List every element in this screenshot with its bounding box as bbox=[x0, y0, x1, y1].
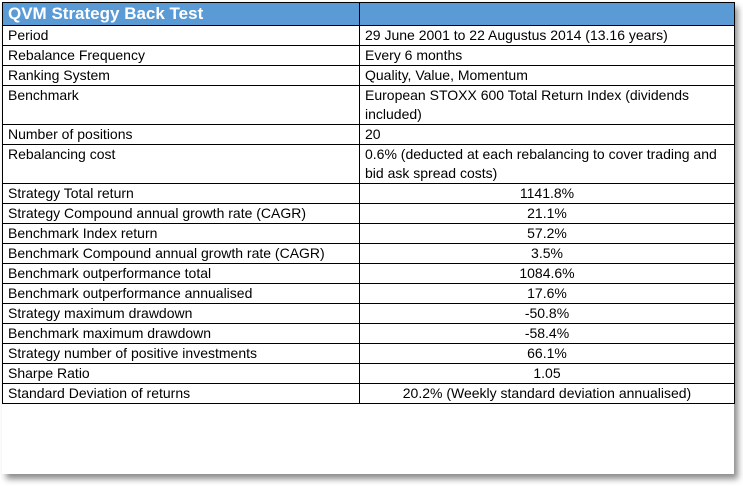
backtest-table-frame: QVM Strategy Back Test Period 29 June 20… bbox=[2, 2, 735, 474]
row-value: Every 6 months bbox=[359, 45, 735, 66]
row-label: Strategy Total return bbox=[2, 183, 360, 204]
row-value: 20 bbox=[359, 124, 735, 145]
table-row: Standard Deviation of returns 20.2% (Wee… bbox=[2, 383, 735, 404]
table-row: Strategy maximum drawdown -50.8% bbox=[2, 303, 735, 324]
table-row: Rebalancing cost 0.6% (deducted at each … bbox=[2, 144, 735, 184]
table-row: Benchmark maximum drawdown -58.4% bbox=[2, 323, 735, 344]
backtest-table: QVM Strategy Back Test Period 29 June 20… bbox=[2, 2, 735, 404]
row-value: 1.05 bbox=[359, 363, 735, 384]
row-label: Benchmark maximum drawdown bbox=[2, 323, 360, 344]
row-label: Benchmark outperformance total bbox=[2, 263, 360, 284]
table-header-row: QVM Strategy Back Test bbox=[2, 2, 735, 26]
table-row: Benchmark outperformance total 1084.6% bbox=[2, 263, 735, 284]
row-value: 29 June 2001 to 22 Augustus 2014 (13.16 … bbox=[359, 25, 735, 46]
table-title: QVM Strategy Back Test bbox=[2, 2, 360, 26]
row-value: 3.5% bbox=[359, 243, 735, 264]
row-label: Strategy maximum drawdown bbox=[2, 303, 360, 324]
table-row: Benchmark European STOXX 600 Total Retur… bbox=[2, 85, 735, 125]
row-label: Benchmark Compound annual growth rate (C… bbox=[2, 243, 360, 264]
row-label: Standard Deviation of returns bbox=[2, 383, 360, 404]
table-row: Period 29 June 2001 to 22 Augustus 2014 … bbox=[2, 25, 735, 46]
row-value: 57.2% bbox=[359, 223, 735, 244]
row-label: Strategy Compound annual growth rate (CA… bbox=[2, 203, 360, 224]
row-label: Rebalance Frequency bbox=[2, 45, 360, 66]
table-header-empty bbox=[359, 2, 735, 26]
row-value: 20.2% (Weekly standard deviation annuali… bbox=[359, 383, 735, 404]
row-label: Benchmark bbox=[2, 85, 360, 125]
row-label: Benchmark Index return bbox=[2, 223, 360, 244]
table-row: Benchmark Index return 57.2% bbox=[2, 223, 735, 244]
row-label: Rebalancing cost bbox=[2, 144, 360, 184]
row-label: Period bbox=[2, 25, 360, 46]
row-value: 1141.8% bbox=[359, 183, 735, 204]
table-row: Strategy Total return 1141.8% bbox=[2, 183, 735, 204]
row-value: 0.6% (deducted at each rebalancing to co… bbox=[359, 144, 735, 184]
row-label: Number of positions bbox=[2, 124, 360, 145]
row-label: Strategy number of positive investments bbox=[2, 343, 360, 364]
table-row: Ranking System Quality, Value, Momentum bbox=[2, 65, 735, 86]
row-value: 1084.6% bbox=[359, 263, 735, 284]
row-value: -58.4% bbox=[359, 323, 735, 344]
table-row: Strategy Compound annual growth rate (CA… bbox=[2, 203, 735, 224]
row-value: European STOXX 600 Total Return Index (d… bbox=[359, 85, 735, 125]
row-value: 66.1% bbox=[359, 343, 735, 364]
table-row: Strategy number of positive investments … bbox=[2, 343, 735, 364]
table-row: Sharpe Ratio 1.05 bbox=[2, 363, 735, 384]
table-row: Rebalance Frequency Every 6 months bbox=[2, 45, 735, 66]
row-label: Sharpe Ratio bbox=[2, 363, 360, 384]
table-row: Benchmark outperformance annualised 17.6… bbox=[2, 283, 735, 304]
row-value: Quality, Value, Momentum bbox=[359, 65, 735, 86]
row-value: 17.6% bbox=[359, 283, 735, 304]
table-row: Number of positions 20 bbox=[2, 124, 735, 145]
table-row: Benchmark Compound annual growth rate (C… bbox=[2, 243, 735, 264]
row-value: 21.1% bbox=[359, 203, 735, 224]
row-value: -50.8% bbox=[359, 303, 735, 324]
row-label: Ranking System bbox=[2, 65, 360, 86]
row-label: Benchmark outperformance annualised bbox=[2, 283, 360, 304]
